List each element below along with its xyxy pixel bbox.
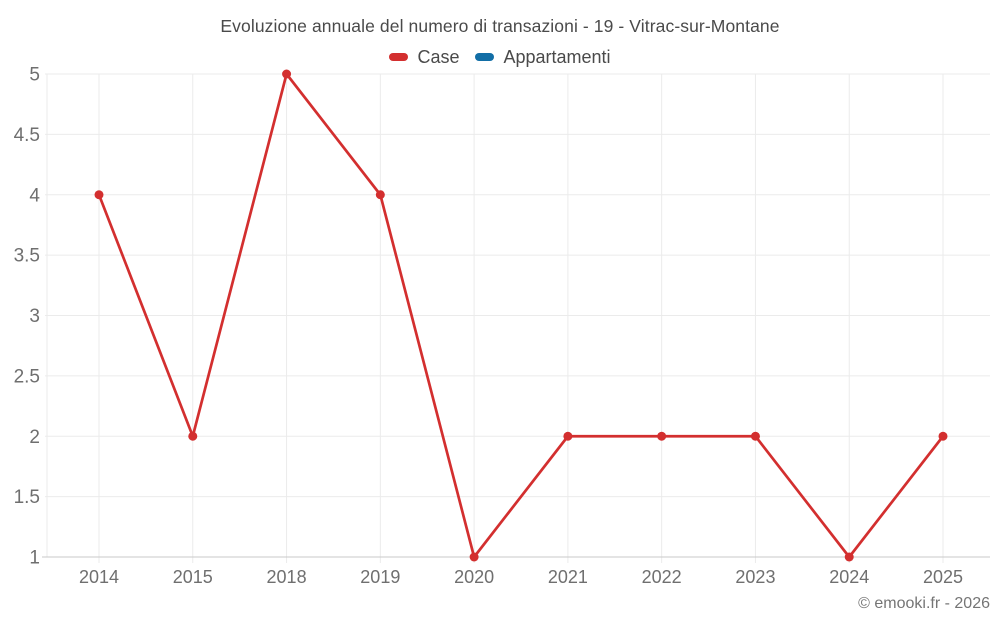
y-tick-label: 1: [29, 548, 40, 569]
legend-label-case: Case: [417, 46, 460, 67]
x-tick-label: 2014: [79, 567, 119, 587]
x-tick-label: 2020: [454, 567, 494, 587]
x-tick-label: 2019: [360, 567, 400, 587]
legend-label-appartamenti: Appartamenti: [503, 46, 611, 67]
x-tick-label: 2023: [735, 567, 775, 587]
y-tick-label: 5: [29, 65, 40, 86]
data-point-case-2021[interactable]: [563, 431, 573, 441]
y-tick-label: 2.5: [14, 366, 40, 387]
x-tick-label: 2018: [267, 567, 307, 587]
copyright-text: © emooki.fr - 2026: [858, 595, 990, 612]
x-tick-label: 2021: [548, 567, 588, 587]
y-tick-label: 4.5: [14, 125, 40, 146]
appartamenti-series-swatch-icon: [475, 53, 495, 61]
x-tick-label: 2015: [173, 567, 213, 587]
data-point-case-2025[interactable]: [938, 431, 948, 441]
x-tick-label: 2022: [642, 567, 682, 587]
line-series-case: [97, 72, 945, 559]
chart-legend: Case Appartamenti: [0, 46, 1000, 68]
y-tick-label: 4: [29, 185, 40, 206]
x-tick-label: 2025: [923, 567, 963, 587]
chart-title: Evoluzione annuale del numero di transaz…: [220, 16, 780, 36]
legend-item-case[interactable]: Case: [389, 47, 459, 68]
x-tick-label: 2024: [829, 567, 869, 587]
data-point-case-2020[interactable]: [469, 552, 479, 562]
data-point-case-2023[interactable]: [750, 431, 760, 441]
data-point-case-2014[interactable]: [94, 190, 104, 200]
y-tick-label: 3.5: [14, 246, 40, 267]
case-series-swatch-icon: [389, 53, 409, 61]
y-tick-label: 2: [29, 427, 40, 448]
data-point-case-2019[interactable]: [375, 190, 385, 200]
data-point-case-2015[interactable]: [188, 431, 198, 441]
y-tick-label: 1.5: [14, 487, 40, 508]
data-point-case-2024[interactable]: [844, 552, 854, 562]
data-point-case-2022[interactable]: [657, 431, 667, 441]
y-tick-label: 3: [29, 306, 40, 327]
data-point-case-2018[interactable]: [282, 69, 292, 79]
legend-item-appartamenti[interactable]: Appartamenti: [475, 46, 611, 68]
